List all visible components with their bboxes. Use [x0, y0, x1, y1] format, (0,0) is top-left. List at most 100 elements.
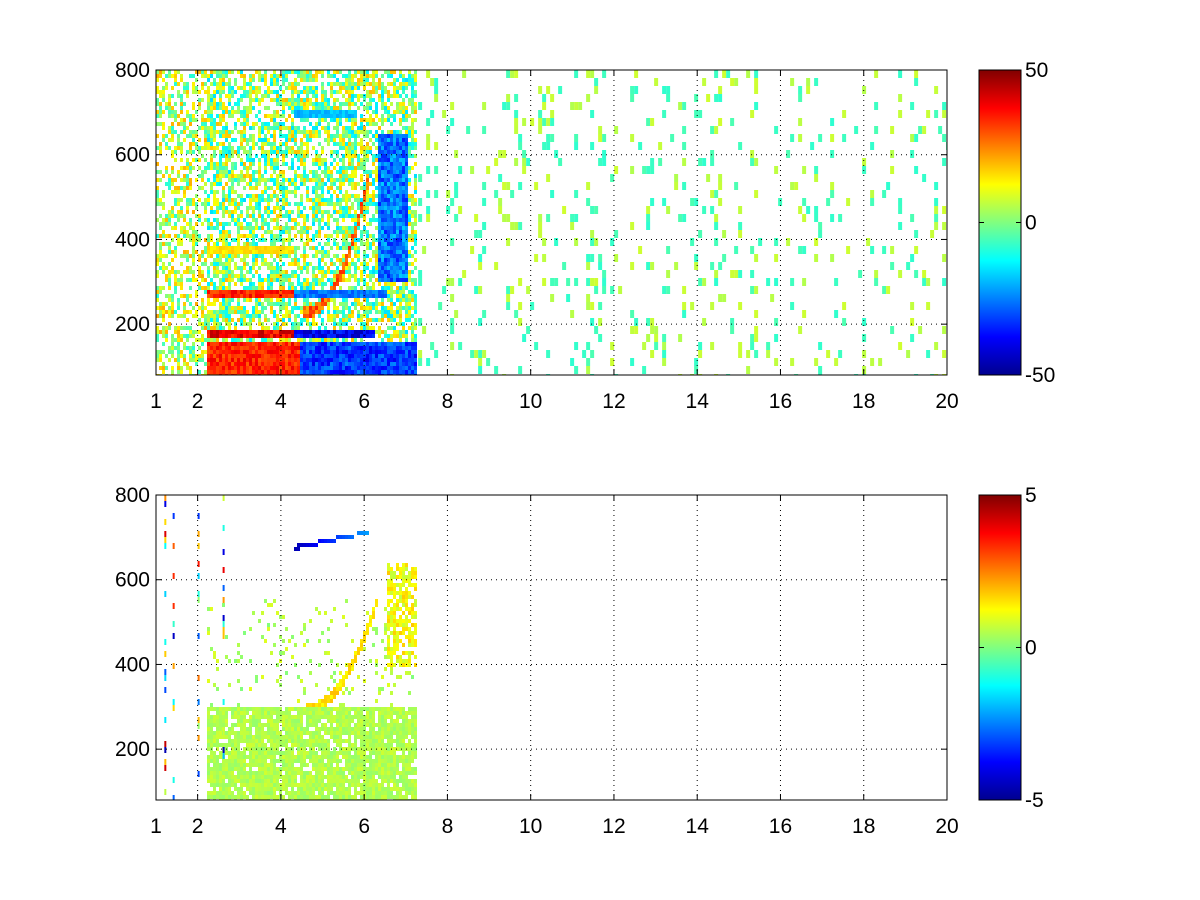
- heatmap-cell: [285, 150, 288, 154]
- heatmap-cell: [240, 350, 243, 354]
- heatmap-cell: [252, 234, 255, 238]
- heatmap-cell: [204, 138, 207, 142]
- heatmap-cell: [207, 86, 210, 90]
- heatmap-cell: [690, 198, 695, 206]
- heatmap-cell: [381, 98, 384, 102]
- heatmap-cell: [390, 134, 393, 138]
- heatmap-cell: [282, 322, 285, 326]
- heatmap-cell: [363, 166, 366, 170]
- heatmap-cell: [255, 362, 258, 366]
- heatmap-cell: [270, 242, 273, 246]
- heatmap-cell: [192, 354, 195, 358]
- heatmap-cell: [339, 138, 342, 142]
- heatmap-cell: [369, 198, 372, 202]
- heatmap-cell: [312, 130, 315, 134]
- heatmap-cell: [602, 134, 607, 142]
- heatmap-cell: [192, 226, 195, 230]
- heatmap-cell: [282, 158, 285, 162]
- heatmap-cell: [324, 114, 327, 118]
- heatmap-cell: [297, 290, 300, 294]
- heatmap-cell: [312, 294, 315, 298]
- heatmap-cell: [258, 250, 261, 254]
- heatmap-cell: [291, 358, 294, 362]
- heatmap-cell: [168, 94, 171, 98]
- heatmap-cell: [360, 326, 363, 330]
- heatmap-cell: [234, 162, 237, 166]
- heatmap-cell: [345, 146, 348, 150]
- heatmap-cell: [381, 342, 384, 346]
- heatmap-cell: [345, 234, 348, 238]
- heatmap-cell: [402, 334, 405, 338]
- heatmap-cell: [222, 246, 225, 250]
- heatmap-cell: [414, 94, 417, 98]
- heatmap-cell: [204, 134, 207, 138]
- heatmap-cell: [381, 358, 384, 362]
- heatmap-cell: [189, 130, 192, 134]
- heatmap-cell: [213, 246, 216, 250]
- heatmap-cell: [333, 310, 336, 314]
- heatmap-cell: [369, 218, 372, 222]
- heatmap-cell: [222, 362, 225, 366]
- heatmap-cell: [354, 182, 357, 186]
- heatmap-cell: [207, 162, 210, 166]
- heatmap-cell: [396, 274, 399, 278]
- heatmap-cell: [240, 226, 243, 230]
- heatmap-cell: [213, 330, 216, 334]
- heatmap-cell: [348, 106, 351, 110]
- heatmap-cell: [264, 210, 267, 214]
- heatmap-cell: [222, 142, 225, 146]
- heatmap-cell: [291, 210, 294, 214]
- heatmap-cell: [246, 182, 249, 186]
- heatmap-cell: [216, 274, 219, 278]
- heatmap-cell: [231, 170, 234, 174]
- heatmap-cell: [255, 330, 258, 334]
- heatmap-cell: [387, 274, 390, 278]
- heatmap-cell: [168, 98, 171, 102]
- heatmap-cell: [288, 202, 291, 206]
- heatmap-cell: [159, 94, 162, 98]
- heatmap-cell: [345, 150, 348, 154]
- heatmap-cell: [384, 154, 387, 158]
- heatmap-cell: [330, 318, 333, 322]
- heatmap-cell: [333, 182, 336, 186]
- heatmap-cell: [422, 246, 427, 254]
- heatmap-cell: [339, 346, 342, 350]
- heatmap-cell: [381, 202, 384, 206]
- heatmap-cell: [261, 146, 264, 150]
- heatmap-cell: [222, 194, 225, 198]
- heatmap-cell: [318, 334, 321, 338]
- heatmap-cell: [354, 82, 357, 86]
- heatmap-cell: [408, 126, 411, 130]
- heatmap-cell: [213, 138, 216, 142]
- heatmap-cell: [396, 346, 399, 350]
- heatmap-cell: [225, 358, 228, 362]
- heatmap-cell: [315, 178, 318, 182]
- heatmap-cell: [294, 314, 297, 318]
- heatmap-cell: [270, 346, 273, 350]
- heatmap-cell: [255, 290, 258, 294]
- heatmap-cell: [405, 118, 408, 122]
- heatmap-cell: [237, 350, 240, 354]
- heatmap-cell: [333, 270, 336, 274]
- heatmap-cell: [279, 290, 282, 294]
- heatmap-cell: [168, 102, 171, 106]
- heatmap-cell: [315, 362, 318, 366]
- heatmap-cell: [408, 262, 411, 266]
- heatmap-cell: [192, 242, 195, 246]
- heatmap-cell: [225, 82, 228, 86]
- heatmap-cell: [333, 74, 336, 78]
- heatmap-cell: [258, 318, 261, 322]
- heatmap-cell: [542, 94, 547, 102]
- heatmap-cell: [204, 122, 207, 126]
- heatmap-cell: [402, 86, 405, 90]
- heatmap-cell: [306, 70, 309, 74]
- heatmap-cell: [264, 350, 267, 354]
- heatmap-cell: [396, 330, 399, 334]
- heatmap-cell: [538, 110, 543, 118]
- heatmap-cell: [288, 342, 291, 346]
- heatmap-cell: [387, 310, 390, 314]
- heatmap-cell: [243, 166, 246, 170]
- heatmap-cell: [309, 110, 312, 114]
- heatmap-cell: [342, 354, 345, 358]
- heatmap-cell: [267, 266, 270, 270]
